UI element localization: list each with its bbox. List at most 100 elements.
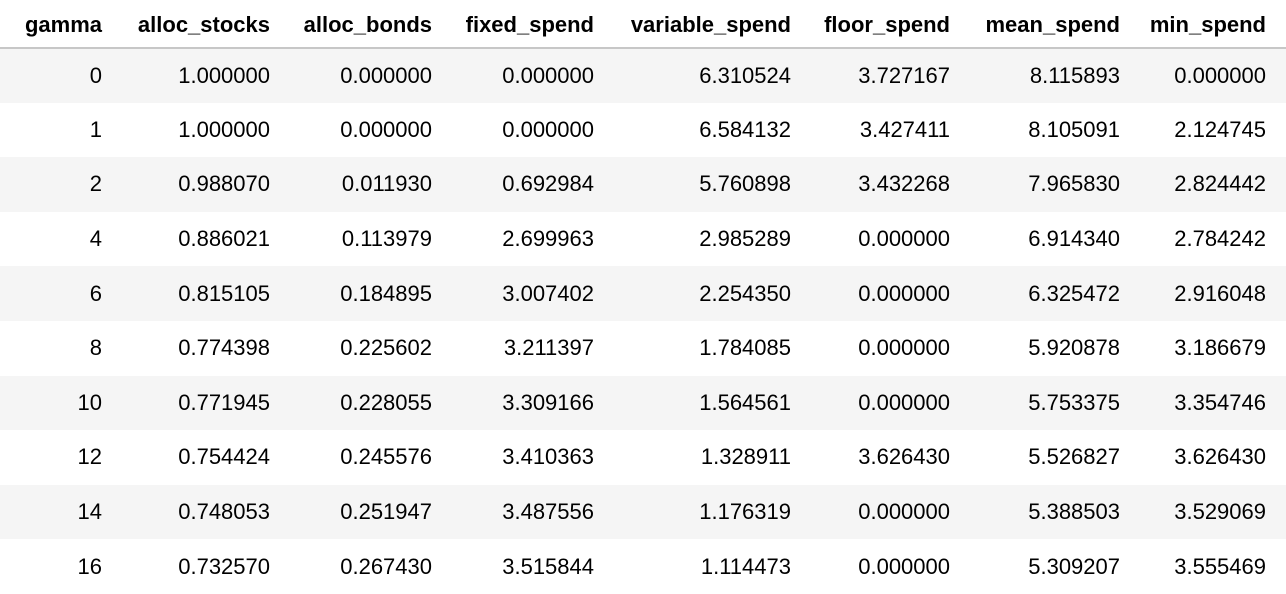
cell-alloc-stocks: 0.771945 bbox=[178, 389, 270, 415]
cell-mean-spend: 5.526827 bbox=[1028, 444, 1120, 470]
cell-floor-spend: 3.427411 bbox=[859, 116, 950, 142]
cell-alloc-bonds: 0.113979 bbox=[341, 226, 432, 252]
cell-mean-spend: 5.920878 bbox=[1028, 335, 1120, 361]
table-row: 16 0.732570 0.267430 3.515844 1.114473 0.0000… bbox=[0, 539, 1286, 594]
cell-alloc-bonds: 0.245576 bbox=[340, 444, 432, 470]
table-header: gamma alloc_stocks alloc_bonds fixed_spe… bbox=[0, 0, 1286, 48]
cell-floor-spend: 0.000000 bbox=[858, 280, 950, 306]
cell-min-spend: 0.000000 bbox=[1174, 62, 1266, 88]
cell-floor-spend: 0.000000 bbox=[858, 499, 950, 525]
cell-variable-spend: 2.254350 bbox=[699, 280, 791, 306]
cell-floor-spend: 0.000000 bbox=[858, 226, 950, 252]
cell-min-spend: 3.555469 bbox=[1174, 553, 1266, 579]
cell-fixed-spend: 3.211397 bbox=[503, 335, 594, 361]
cell-gamma: 8 bbox=[89, 335, 102, 361]
cell-min-spend: 2.124745 bbox=[1174, 116, 1266, 142]
cell-gamma: 14 bbox=[77, 499, 102, 525]
column-header-fixed-spend: fixed_spend bbox=[465, 11, 594, 37]
cell-min-spend: 3.626430 bbox=[1174, 444, 1266, 470]
cell-alloc-stocks: 0.886021 bbox=[178, 226, 270, 252]
table-row: 0 1.000000 0.000000 0.000000 6.310524 3.72716… bbox=[0, 48, 1286, 103]
cell-min-spend: 2.916048 bbox=[1174, 280, 1266, 306]
cell-fixed-spend: 3.410363 bbox=[502, 444, 594, 470]
cell-mean-spend: 5.753375 bbox=[1028, 389, 1120, 415]
column-header-floor-spend: floor_spend bbox=[824, 11, 950, 37]
cell-fixed-spend: 3.487556 bbox=[502, 499, 594, 525]
cell-fixed-spend: 0.000000 bbox=[502, 116, 594, 142]
table-row: 1 1.000000 0.000000 0.000000 6.584132 3.42741… bbox=[0, 102, 1286, 158]
cell-mean-spend: 5.309207 bbox=[1028, 553, 1120, 579]
cell-min-spend: 3.529069 bbox=[1174, 499, 1266, 525]
cell-alloc-bonds: 0.251947 bbox=[340, 499, 432, 525]
cell-gamma: 0 bbox=[89, 62, 102, 88]
cell-fixed-spend: 3.515844 bbox=[502, 553, 594, 579]
table-row: 12 0.754424 0.245576 3.410363 1.328911 3.6264… bbox=[0, 430, 1286, 485]
cell-alloc-bonds: 0.267430 bbox=[340, 553, 432, 579]
cell-mean-spend: 8.115893 bbox=[1029, 62, 1120, 88]
table-row: 4 0.886021 0.113979 2.699963 2.985289 0.00000… bbox=[0, 211, 1286, 267]
cell-alloc-stocks: 1.000000 bbox=[178, 62, 270, 88]
cell-alloc-bonds: 0.225602 bbox=[340, 335, 432, 361]
cell-variable-spend: 1.784085 bbox=[699, 335, 791, 361]
cell-floor-spend: 0.000000 bbox=[858, 389, 950, 415]
cell-mean-spend: 8.105091 bbox=[1028, 116, 1120, 142]
cell-floor-spend: 0.000000 bbox=[858, 335, 950, 361]
cell-min-spend: 3.354746 bbox=[1174, 389, 1266, 415]
cell-variable-spend: 6.310524 bbox=[699, 62, 791, 88]
cell-gamma: 6 bbox=[89, 280, 102, 306]
cell-alloc-bonds: 0.000000 bbox=[340, 116, 432, 142]
cell-variable-spend: 1.328911 bbox=[700, 444, 791, 470]
cell-min-spend: 2.824442 bbox=[1174, 171, 1266, 197]
cell-variable-spend: 2.985289 bbox=[699, 226, 791, 252]
cell-fixed-spend: 3.309166 bbox=[502, 389, 594, 415]
column-header-alloc-bonds: alloc_bonds bbox=[303, 11, 432, 37]
column-header-alloc-stocks: alloc_stocks bbox=[137, 11, 270, 37]
cell-gamma: 10 bbox=[77, 389, 102, 415]
cell-gamma: 2 bbox=[89, 171, 102, 197]
cell-floor-spend: 0.000000 bbox=[858, 553, 950, 579]
cell-fixed-spend: 0.000000 bbox=[502, 62, 594, 88]
cell-alloc-stocks: 0.815105 bbox=[178, 280, 270, 306]
cell-gamma: 16 bbox=[77, 553, 102, 579]
cell-alloc-stocks: 0.988070 bbox=[178, 171, 270, 197]
cell-floor-spend: 3.626430 bbox=[858, 444, 950, 470]
cell-floor-spend: 3.432268 bbox=[858, 171, 950, 197]
cell-gamma: 1 bbox=[89, 116, 102, 142]
cell-min-spend: 3.186679 bbox=[1174, 335, 1266, 361]
cell-mean-spend: 7.965830 bbox=[1028, 171, 1120, 197]
cell-alloc-bonds: 0.184895 bbox=[340, 280, 432, 306]
table-row: 8 0.774398 0.225602 3.211397 1.784085 0.00000… bbox=[0, 320, 1286, 376]
column-header-variable-spend: variable_spend bbox=[630, 11, 791, 37]
cell-mean-spend: 6.325472 bbox=[1028, 280, 1120, 306]
cell-fixed-spend: 0.692984 bbox=[502, 171, 594, 197]
cell-variable-spend: 1.176319 bbox=[699, 499, 791, 525]
column-header-min-spend: min_spend bbox=[1149, 11, 1266, 37]
table-body: 0 1.000000 0.000000 0.000000 6.310524 3.72716… bbox=[0, 48, 1286, 594]
table-row: 2 0.988070 0.011930 0.692984 5.760898 3.43226… bbox=[0, 157, 1286, 212]
cell-fixed-spend: 2.699963 bbox=[502, 226, 594, 252]
header-row: gamma alloc_stocks alloc_bonds fixed_spe… bbox=[0, 0, 1286, 48]
cell-alloc-stocks: 0.732570 bbox=[178, 553, 270, 579]
cell-fixed-spend: 3.007402 bbox=[502, 280, 594, 306]
cell-variable-spend: 6.584132 bbox=[699, 116, 791, 142]
cell-alloc-bonds: 0.000000 bbox=[340, 62, 432, 88]
cell-variable-spend: 1.564561 bbox=[699, 389, 791, 415]
cell-alloc-stocks: 0.748053 bbox=[178, 499, 270, 525]
cell-gamma: 12 bbox=[77, 444, 102, 470]
cell-mean-spend: 5.388503 bbox=[1028, 499, 1120, 525]
cell-alloc-bonds: 0.228055 bbox=[340, 389, 432, 415]
cell-mean-spend: 6.914340 bbox=[1028, 226, 1120, 252]
cell-alloc-stocks: 0.754424 bbox=[178, 444, 270, 470]
cell-min-spend: 2.784242 bbox=[1174, 226, 1266, 252]
cell-variable-spend: 5.760898 bbox=[699, 171, 791, 197]
cell-alloc-stocks: 0.774398 bbox=[178, 335, 270, 361]
table-row: 6 0.815105 0.184895 3.007402 2.254350 0.00000… bbox=[0, 266, 1286, 321]
cell-gamma: 4 bbox=[89, 226, 102, 252]
table-row: 14 0.748053 0.251947 3.487556 1.176319 0.0000… bbox=[0, 484, 1286, 540]
cell-floor-spend: 3.727167 bbox=[858, 62, 950, 88]
cell-alloc-bonds: 0.011930 bbox=[341, 171, 432, 197]
table-row: 10 0.771945 0.228055 3.309166 1.564561 0.0000… bbox=[0, 375, 1286, 431]
column-header-mean-spend: mean_spend bbox=[985, 11, 1121, 37]
